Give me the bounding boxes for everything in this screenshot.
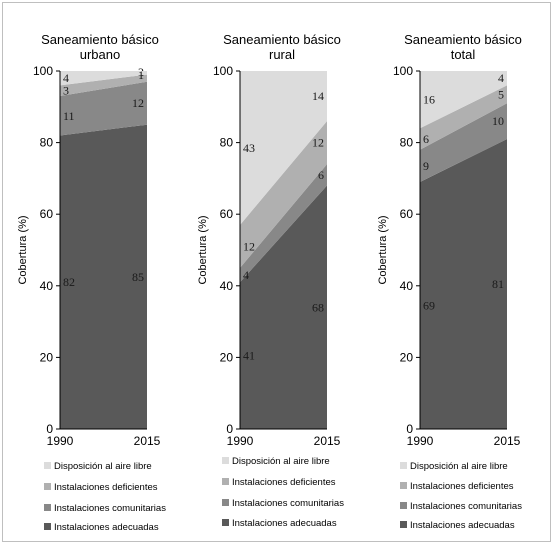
area-disposición-al-aire-libre <box>60 71 147 86</box>
y-axis-label: Cobertura (%) <box>197 215 209 284</box>
chart-panel-2: Saneamiento básico rural 41 68 4 6 12 12 43 14 0 20… <box>197 32 344 529</box>
data-label: 6 <box>423 132 429 146</box>
legend-swatch <box>44 462 51 469</box>
legend-label: Instalaciones comunitarias <box>54 503 166 514</box>
y-axis-label: Cobertura (%) <box>377 215 389 284</box>
legend: Disposición al aire libre Instalaciones d… <box>44 461 166 533</box>
y-tick-label: 80 <box>400 136 414 150</box>
legend-label: Instalaciones deficientes <box>410 481 514 492</box>
area-instalaciones-adecuadas <box>60 124 147 429</box>
data-label: 81 <box>492 277 504 291</box>
area-disposición-al-aire-libre <box>420 71 507 129</box>
legend-swatch <box>222 478 229 485</box>
y-tick-label: 100 <box>393 64 413 78</box>
legend-label: Disposición al aire libre <box>54 461 152 472</box>
legend-swatch <box>400 482 407 489</box>
chart-title: Saneamiento básico rural <box>223 32 341 62</box>
data-label: 1 <box>138 68 144 82</box>
data-label: 43 <box>243 141 255 155</box>
area-instalaciones-adecuadas <box>240 185 327 429</box>
data-label: 12 <box>243 239 255 253</box>
y-tick-label: 0 <box>406 422 413 436</box>
area-instalaciones-comunitarias <box>420 103 507 182</box>
area-instalaciones-deficientes <box>60 74 147 97</box>
x-tick-label: 2015 <box>134 434 161 448</box>
legend-label: Instalaciones comunitarias <box>410 501 522 512</box>
y-tick-label: 40 <box>400 279 414 293</box>
y-tick-label: 0 <box>226 422 233 436</box>
legend: Disposición al aire libre Instalaciones d… <box>400 461 522 531</box>
legend-swatch <box>222 519 229 526</box>
legend-label: Instalaciones comunitarias <box>232 498 344 509</box>
data-label: 68 <box>312 300 324 314</box>
area-instalaciones-deficientes <box>240 121 327 268</box>
legend-swatch <box>400 462 407 469</box>
legend-label: Instalaciones deficientes <box>54 482 158 493</box>
y-axis-label: Cobertura (%) <box>17 215 29 284</box>
area-disposición-al-aire-libre <box>240 71 327 225</box>
data-label: 41 <box>243 349 255 363</box>
data-label: 12 <box>132 96 144 110</box>
figure-frame <box>2 2 551 542</box>
legend-swatch <box>400 521 407 528</box>
legend-swatch <box>222 457 229 464</box>
x-tick-label: 1990 <box>407 434 434 448</box>
data-label: 9 <box>423 159 429 173</box>
y-tick-label: 20 <box>220 350 234 364</box>
data-label: 12 <box>312 136 324 150</box>
y-tick-label: 60 <box>40 207 54 221</box>
y-tick-label: 40 <box>40 279 54 293</box>
legend-swatch <box>44 504 51 511</box>
legend-label: Disposición al aire libre <box>410 461 508 472</box>
data-label: 82 <box>63 275 75 289</box>
area-instalaciones-adecuadas <box>420 139 507 429</box>
x-tick-label: 1990 <box>227 434 254 448</box>
chart-title: Saneamiento básico total <box>404 32 522 62</box>
y-tick-label: 20 <box>400 350 414 364</box>
chart-panel-1: Saneamiento básicourbano8285111232410204… <box>17 32 166 533</box>
legend-label: Instalaciones adecuadas <box>232 518 337 529</box>
legend-label: Instalaciones adecuadas <box>410 520 515 531</box>
area-instalaciones-comunitarias <box>240 164 327 283</box>
legend-label: Instalaciones adecuadas <box>54 522 159 533</box>
y-tick-label: 100 <box>33 64 53 78</box>
y-tick-label: 20 <box>40 350 54 364</box>
x-tick-label: 1990 <box>47 434 74 448</box>
y-tick-label: 40 <box>220 279 234 293</box>
legend-swatch <box>44 523 51 530</box>
data-label: 4 <box>243 268 249 282</box>
legend: Disposición al aire libre Instalaciones d… <box>222 456 344 529</box>
y-tick-label: 80 <box>220 136 234 150</box>
y-tick-label: 60 <box>400 207 414 221</box>
area-instalaciones-comunitarias <box>60 81 147 136</box>
legend-swatch <box>44 483 51 490</box>
data-label: 69 <box>423 298 435 312</box>
data-label: 14 <box>312 89 324 103</box>
data-label: 85 <box>132 270 144 284</box>
data-label: 10 <box>492 114 504 128</box>
x-tick-label: 2015 <box>314 434 341 448</box>
data-label: 4 <box>498 71 504 85</box>
legend-label: Instalaciones deficientes <box>232 477 336 488</box>
y-tick-label: 80 <box>40 136 54 150</box>
data-label: 4 <box>63 71 69 85</box>
data-label: 6 <box>318 168 324 182</box>
data-label: 3 <box>63 84 69 98</box>
chart-title: Saneamiento básico urbano <box>41 32 159 62</box>
legend-label: Disposición al aire libre <box>232 456 330 467</box>
y-tick-label: 60 <box>220 207 234 221</box>
data-label: 16 <box>423 93 435 107</box>
area-instalaciones-deficientes <box>420 85 507 150</box>
chart-panel-3: Saneamiento básico total69819106516402040… <box>377 32 522 531</box>
data-label: 5 <box>498 87 504 101</box>
legend-swatch <box>222 499 229 506</box>
data-label: 11 <box>63 109 75 123</box>
y-tick-label: 100 <box>213 64 233 78</box>
x-tick-label: 2015 <box>494 434 521 448</box>
y-tick-label: 0 <box>46 422 53 436</box>
legend-swatch <box>400 502 407 509</box>
